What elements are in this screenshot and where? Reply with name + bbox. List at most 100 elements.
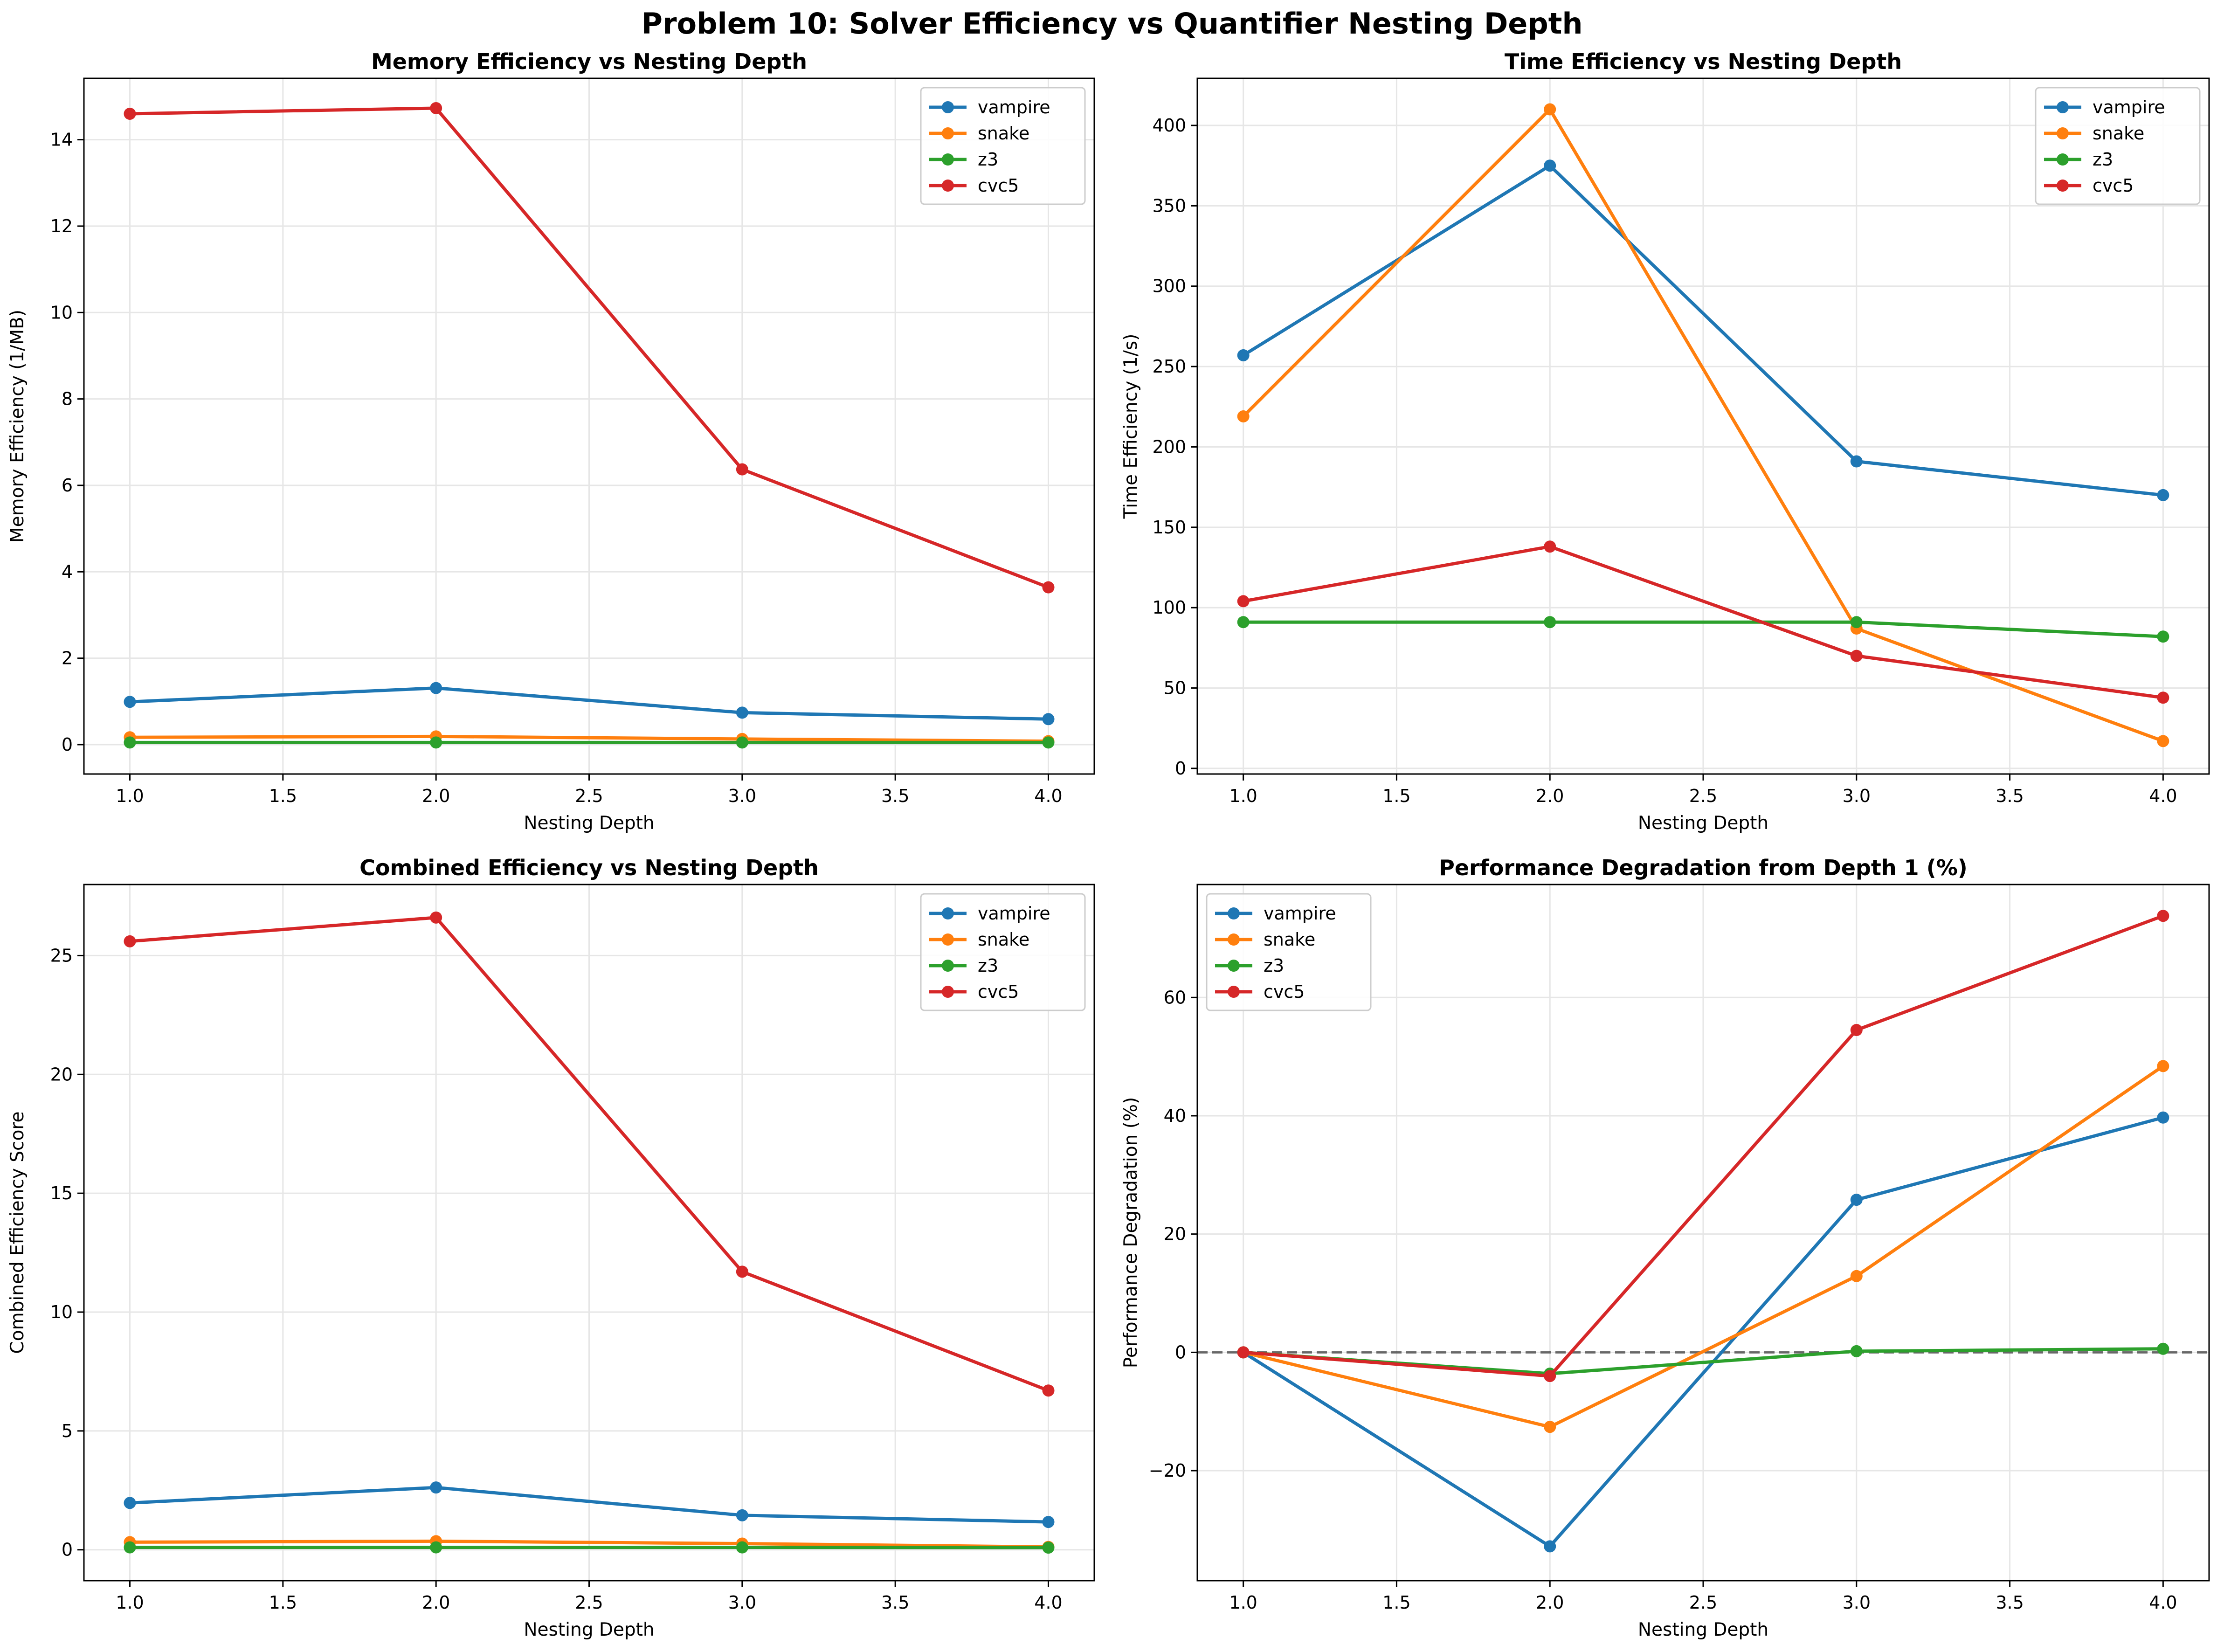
y-tick-label: 40 (1164, 1106, 1186, 1126)
y-tick-label: 6 (62, 475, 73, 496)
data-point-z3 (1042, 736, 1055, 749)
legend-marker-vampire (942, 101, 954, 113)
legend-label-snake: snake (978, 929, 1029, 950)
data-point-vampire (430, 682, 442, 694)
x-tick-label: 4.0 (2149, 786, 2177, 806)
data-point-vampire (1237, 349, 1250, 361)
series-line-z3 (1243, 620, 2163, 638)
data-point-vampire (736, 1509, 748, 1521)
data-point-z3 (124, 1541, 136, 1554)
data-point-z3 (124, 736, 136, 749)
x-tick-label: 3.5 (881, 1592, 909, 1613)
data-point-vampire (124, 1497, 136, 1509)
y-tick-label: 0 (62, 1540, 73, 1560)
legend-marker-vampire (942, 907, 954, 919)
legend-box (1206, 893, 1372, 1011)
data-point-cvc5 (1850, 1024, 1863, 1037)
y-tick-label: 0 (1175, 1342, 1186, 1362)
x-tick-label: 1.0 (116, 1592, 144, 1613)
data-point-vampire (736, 706, 748, 719)
legend-marker-z3 (942, 153, 954, 166)
data-point-cvc5 (1237, 595, 1250, 608)
data-point-vampire (1850, 455, 1863, 468)
x-axis-label: Nesting Depth (524, 1619, 654, 1640)
legend-marker-snake (942, 127, 954, 139)
data-point-cvc5 (1237, 1346, 1250, 1359)
x-tick-label: 2.0 (422, 786, 450, 806)
data-point-vampire (1544, 159, 1556, 172)
data-point-z3 (430, 736, 442, 749)
x-tick-label: 2.5 (1689, 786, 1717, 806)
data-point-cvc5 (1850, 650, 1863, 662)
legend-box (920, 893, 1086, 1011)
data-point-cvc5 (1544, 540, 1556, 553)
legend-label-vampire: vampire (978, 97, 1050, 118)
x-tick-label: 2.0 (422, 1592, 450, 1613)
y-tick-label: 150 (1152, 517, 1186, 538)
data-point-z3 (1850, 1345, 1863, 1357)
data-point-snake (2157, 735, 2169, 747)
x-tick-label: 4.0 (2149, 1592, 2177, 1613)
y-tick-label: 350 (1152, 195, 1186, 216)
series-line-cvc5 (1243, 545, 2163, 699)
data-point-z3 (736, 1541, 748, 1554)
legend: vampire snake z3 cvc5 (920, 893, 1086, 1011)
legend-box (920, 87, 1086, 205)
x-tick-label: 3.0 (728, 1592, 756, 1613)
legend-label-snake: snake (1264, 929, 1315, 950)
y-tick-label: 4 (62, 561, 73, 582)
data-point-z3 (1850, 616, 1863, 629)
data-point-z3 (2157, 630, 2169, 643)
data-point-snake (1237, 410, 1250, 422)
legend-label-z3: z3 (978, 955, 998, 976)
legend-label-z3: z3 (1264, 955, 1284, 976)
data-point-vampire (1042, 713, 1055, 726)
legend: vampire snake z3 cvc5 (2035, 87, 2201, 205)
data-point-cvc5 (2157, 910, 2169, 922)
data-point-cvc5 (430, 911, 442, 924)
x-tick-label: 3.0 (728, 786, 756, 806)
x-tick-label: 1.5 (269, 1592, 297, 1613)
legend-marker-z3 (1228, 960, 1240, 972)
legend-marker-snake (2057, 127, 2069, 139)
legend-label-cvc5: cvc5 (978, 175, 1019, 196)
series-line-vampire (130, 1486, 1049, 1524)
legend-marker-z3 (2057, 153, 2069, 166)
y-tick-label: 60 (1164, 987, 1186, 1008)
subplot-title: Performance Degradation from Depth 1 (%) (1439, 855, 1968, 880)
data-point-z3 (430, 1541, 442, 1554)
x-tick-label: 1.5 (1382, 1592, 1410, 1613)
y-tick-label: 20 (50, 1064, 73, 1085)
data-point-cvc5 (1042, 1384, 1055, 1397)
legend-box (2035, 87, 2201, 205)
x-tick-label: 3.5 (881, 786, 909, 806)
y-tick-label: 0 (1175, 758, 1186, 779)
legend-marker-snake (1228, 933, 1240, 946)
legend-marker-z3 (942, 960, 954, 972)
legend: vampire snake z3 cvc5 (920, 87, 1086, 205)
legend-label-z3: z3 (978, 149, 998, 170)
data-point-vampire (124, 696, 136, 708)
y-tick-label: 10 (50, 1302, 73, 1322)
data-point-cvc5 (124, 107, 136, 120)
data-point-vampire (2157, 489, 2169, 501)
series-line-cvc5 (130, 106, 1049, 589)
legend-marker-cvc5 (942, 180, 954, 192)
y-tick-label: 8 (62, 389, 73, 409)
y-axis-label: Memory Efficiency (1/MB) (7, 310, 28, 543)
x-tick-label: 2.5 (575, 786, 603, 806)
y-tick-label: 20 (1164, 1224, 1186, 1244)
x-axis-label: Nesting Depth (1638, 813, 1768, 834)
series-line-vampire (1242, 1116, 2164, 1548)
subplot-3: 1.0 1.5 2.0 2.5 3.0 3.5 4.0 0 5 10 15 20 25 Combined … (7, 855, 1095, 1640)
legend-marker-cvc5 (2057, 180, 2069, 192)
y-tick-label: 100 (1152, 597, 1186, 618)
subplot-1: 1.0 1.5 2.0 2.5 3.0 3.5 4.0 0 2 4 6 8 10 12 14 Memory E… (7, 49, 1095, 834)
data-point-cvc5 (1042, 581, 1055, 594)
y-tick-label: 14 (50, 130, 73, 150)
subplot-title: Combined Efficiency vs Nesting Depth (359, 855, 819, 880)
subplot-title: Memory Efficiency vs Nesting Depth (371, 49, 807, 74)
y-tick-label: 2 (62, 648, 73, 669)
data-point-snake (1850, 1270, 1863, 1282)
